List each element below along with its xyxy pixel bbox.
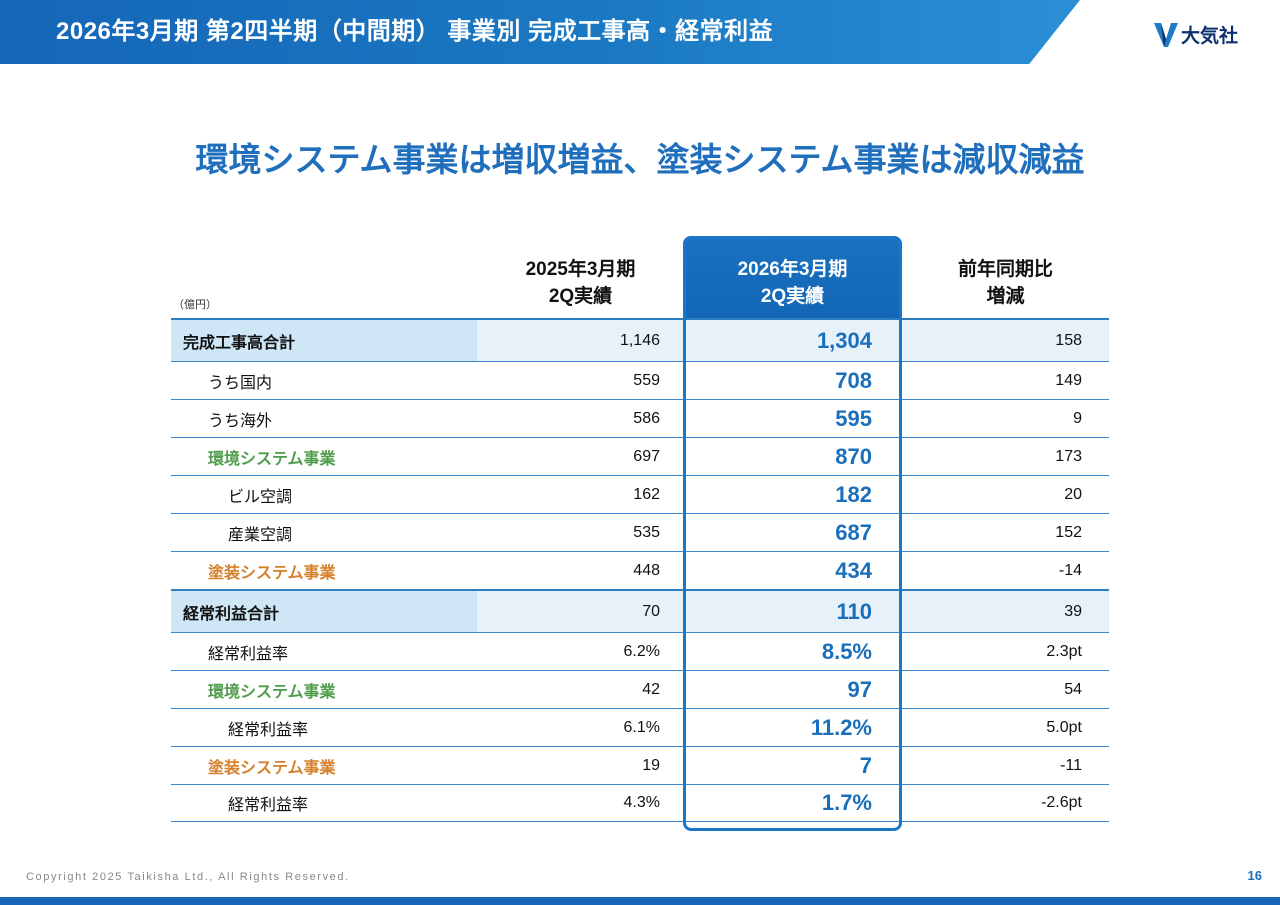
row-label: うち海外	[208, 412, 273, 430]
current-value: 595	[835, 405, 872, 431]
table-row: うち国内 559 708 149	[171, 361, 1109, 399]
table-row: 経常利益率 6.2% 8.5% 2.3pt	[171, 632, 1109, 670]
logo-text: 大気社	[1181, 25, 1239, 47]
table-row: 塗装システム事業 19 7 -11	[171, 746, 1109, 784]
row-label: 塗装システム事業	[208, 564, 336, 582]
row-label: 産業空調	[228, 526, 293, 544]
col-header-diff-line1: 前年同期比	[957, 259, 1053, 280]
headline: 環境システム事業は増収増益、塗装システム事業は減収減益	[195, 141, 1085, 178]
results-table: 完成工事高合計 1,146 1,304 158 うち国内 559 708 149…	[171, 318, 1109, 822]
prev-value: 697	[633, 447, 660, 465]
current-period-highlight	[683, 236, 902, 831]
prev-value: 1,146	[477, 320, 684, 361]
col-header-current-line1: 2026年3月期	[737, 259, 848, 280]
diff-value: 20	[1064, 485, 1082, 503]
col-header-prev-line1: 2025年3月期	[525, 259, 636, 280]
col-header-diff: 前年同期比 増減	[902, 256, 1109, 310]
current-value: 708	[835, 367, 872, 393]
diff-value: -14	[1058, 561, 1082, 579]
diff-value: 2.3pt	[1046, 642, 1082, 660]
logo-mark-icon	[1154, 23, 1178, 47]
copyright: Copyright 2025 Taikisha Ltd., All Rights…	[26, 871, 350, 883]
prev-value: 559	[633, 371, 660, 389]
table-row: ビル空調 162 182 20	[171, 475, 1109, 513]
diff-value: 149	[1055, 371, 1082, 389]
unit-label: （億円）	[173, 299, 217, 311]
col-header-current-line2: 2Q実績	[760, 286, 825, 307]
current-value: 11.2%	[810, 714, 872, 740]
row-label: 完成工事高合計	[171, 320, 477, 361]
current-value: 687	[835, 519, 872, 545]
header-band	[0, 0, 1080, 64]
current-value: 7	[859, 752, 872, 778]
row-label: 経常利益合計	[171, 591, 477, 632]
prev-value: 4.3%	[623, 794, 660, 811]
row-label: うち国内	[208, 374, 273, 392]
prev-value: 162	[633, 485, 660, 503]
col-header-prev: 2025年3月期 2Q実績	[477, 256, 684, 310]
prev-value: 19	[642, 756, 660, 774]
current-value: 434	[835, 557, 872, 583]
col-header-prev-line2: 2Q実績	[548, 286, 613, 307]
prev-value: 6.1%	[623, 718, 660, 736]
footer-bar	[0, 897, 1280, 905]
diff-value: 9	[1073, 409, 1082, 427]
table-row: 産業空調 535 687 152	[171, 513, 1109, 551]
current-value: 1,304	[684, 320, 902, 361]
diff-value: 173	[1055, 447, 1082, 465]
row-label: 経常利益率	[228, 797, 309, 814]
table-row: 経常利益率 6.1% 11.2% 5.0pt	[171, 708, 1109, 746]
diff-value: 39	[902, 591, 1109, 632]
current-value: 182	[835, 481, 872, 507]
table-row: 環境システム事業 697 870 173	[171, 437, 1109, 475]
col-header-current-bg	[683, 236, 902, 319]
prev-value: 42	[642, 680, 660, 698]
row-label: 環境システム事業	[208, 450, 336, 468]
prev-value: 448	[633, 561, 660, 579]
page-number: 16	[1247, 868, 1262, 883]
diff-value: 54	[1064, 680, 1082, 698]
diff-value: -2.6pt	[1041, 794, 1082, 811]
prev-value: 6.2%	[623, 642, 660, 660]
current-value: 97	[847, 676, 872, 702]
current-value: 1.7%	[821, 790, 872, 815]
diff-value: 152	[1055, 523, 1082, 541]
table-row: 完成工事高合計 1,146 1,304 158	[171, 318, 1109, 361]
diff-value: 158	[902, 320, 1109, 361]
row-label: 経常利益率	[208, 645, 289, 663]
row-label: 経常利益率	[228, 721, 309, 739]
row-label: ビル空調	[228, 488, 293, 506]
current-value: 870	[835, 443, 872, 469]
table-row: 塗装システム事業 448 434 -14	[171, 551, 1109, 589]
col-header-diff-line2: 増減	[986, 286, 1025, 307]
col-header-current: 2026年3月期 2Q実績	[683, 256, 902, 310]
prev-value: 70	[477, 591, 684, 632]
company-logo: 大気社	[1153, 18, 1238, 50]
table-row: 経常利益率 4.3% 1.7% -2.6pt	[171, 784, 1109, 822]
prev-value: 535	[633, 523, 660, 541]
diff-value: 5.0pt	[1046, 718, 1082, 736]
prev-value: 586	[633, 409, 660, 427]
table-row: うち海外 586 595 9	[171, 399, 1109, 437]
table-row: 環境システム事業 42 97 54	[171, 670, 1109, 708]
table-row: 経常利益合計 70 110 39	[171, 589, 1109, 632]
row-label: 塗装システム事業	[208, 759, 336, 777]
row-label: 環境システム事業	[208, 683, 336, 701]
page-title: 2026年3月期 第2四半期（中間期） 事業別 完成工事高・経常利益	[56, 18, 774, 45]
current-value: 8.5%	[821, 638, 872, 664]
diff-value: -11	[1060, 756, 1082, 774]
current-value: 110	[684, 591, 902, 632]
header-banner: 2026年3月期 第2四半期（中間期） 事業別 完成工事高・経常利益 大気社	[0, 0, 1280, 64]
